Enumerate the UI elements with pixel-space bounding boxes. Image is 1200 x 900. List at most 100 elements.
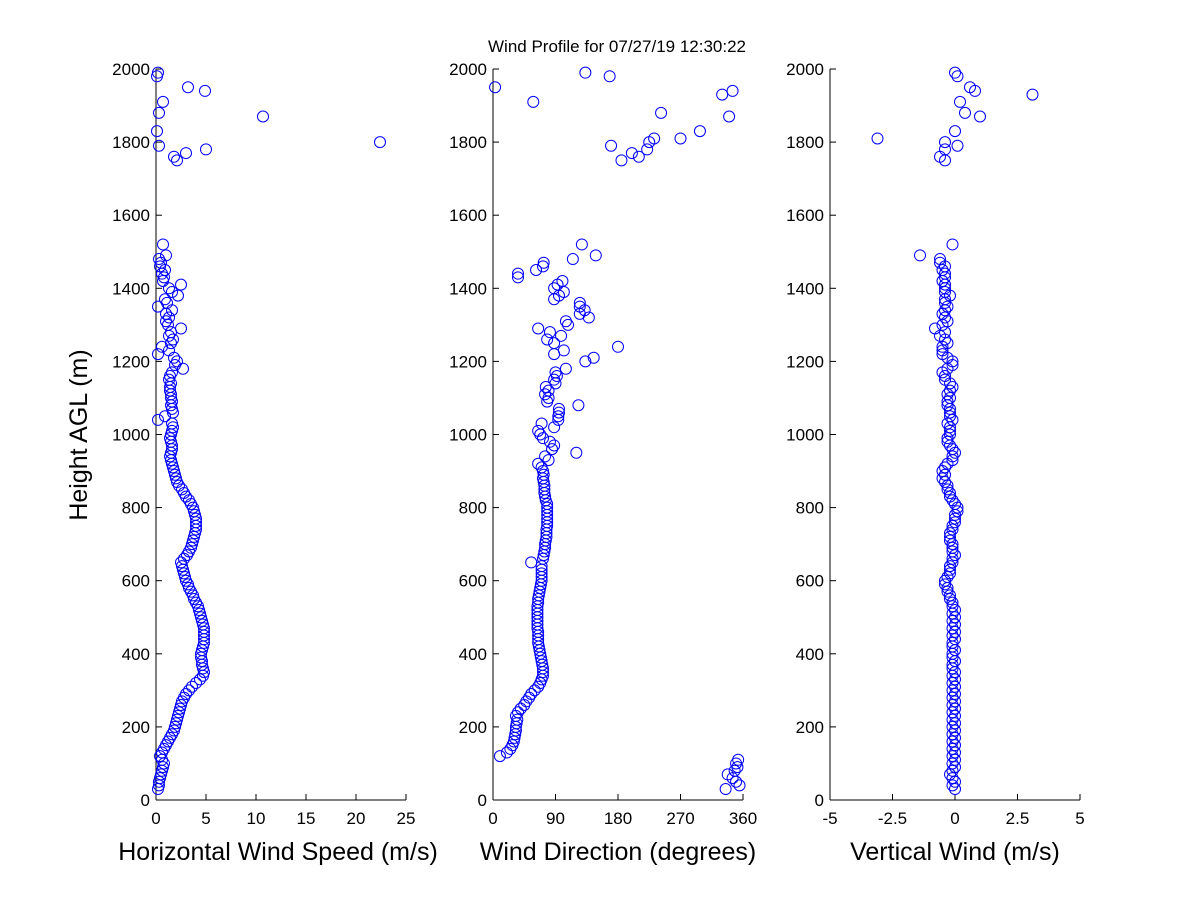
data-point xyxy=(171,154,183,167)
data-point xyxy=(946,600,959,613)
data-point xyxy=(949,603,961,616)
y-tick-label-1200: 1200 xyxy=(449,352,487,371)
data-point xyxy=(946,720,959,733)
data-point xyxy=(719,783,732,796)
x-tick-label-10: 10 xyxy=(247,809,266,828)
data-point xyxy=(539,388,552,401)
data-point xyxy=(172,289,184,302)
data-point xyxy=(949,512,961,525)
data-point xyxy=(946,380,959,393)
y-tick-label-1400: 1400 xyxy=(786,279,824,298)
data-point xyxy=(194,673,206,686)
data-point xyxy=(946,779,959,792)
data-point xyxy=(183,684,195,697)
data-point xyxy=(974,110,986,123)
data-point xyxy=(939,468,951,481)
data-point xyxy=(949,66,961,79)
data-point xyxy=(555,329,568,342)
data-point xyxy=(951,70,964,83)
x-tick-label-360: 360 xyxy=(729,809,757,828)
data-point xyxy=(603,70,616,83)
data-point xyxy=(946,519,959,532)
data-point xyxy=(946,541,959,554)
data-point xyxy=(180,688,192,701)
data-point xyxy=(535,417,548,430)
x-tick-label-2-5: 2.5 xyxy=(1006,809,1030,828)
y-tick-label-600: 600 xyxy=(796,572,824,591)
data-point xyxy=(939,154,951,167)
y-tick-label-1200: 1200 xyxy=(112,352,150,371)
x-tick-label-20: 20 xyxy=(347,809,366,828)
data-point xyxy=(871,132,884,145)
data-point xyxy=(949,549,961,562)
data-point xyxy=(549,366,562,379)
data-point xyxy=(166,285,178,298)
data-point xyxy=(160,315,172,328)
data-point xyxy=(152,66,164,79)
data-point xyxy=(587,351,600,364)
data-point xyxy=(543,326,556,339)
data-point xyxy=(934,253,946,266)
data-point xyxy=(946,450,959,463)
data-point xyxy=(944,527,956,540)
data-points xyxy=(489,66,746,796)
data-point xyxy=(951,505,964,518)
data-point xyxy=(542,454,555,467)
x-tick-label-5: 5 xyxy=(201,809,210,828)
data-point xyxy=(493,750,506,763)
y-tick-label-1000: 1000 xyxy=(786,426,824,445)
data-point xyxy=(944,534,956,547)
data-point xyxy=(939,578,951,591)
y-tick-label-200: 200 xyxy=(459,718,487,737)
data-point xyxy=(579,66,592,79)
y-tick-label-400: 400 xyxy=(796,645,824,664)
data-point xyxy=(944,428,956,441)
y-tick-label-400: 400 xyxy=(459,645,487,664)
y-tick-label-1600: 1600 xyxy=(449,206,487,225)
data-point xyxy=(530,264,543,277)
data-point xyxy=(168,150,180,163)
data-point xyxy=(969,84,981,97)
data-point xyxy=(552,410,565,423)
x-tick-label-180: 180 xyxy=(604,809,632,828)
data-point xyxy=(573,296,586,309)
y-tick-label-0: 0 xyxy=(141,791,150,810)
data-point xyxy=(941,337,954,350)
data-point xyxy=(157,238,169,251)
data-point xyxy=(946,713,959,726)
data-point xyxy=(186,680,198,693)
data-point xyxy=(946,691,959,704)
data-point xyxy=(941,432,954,445)
data-point xyxy=(946,545,959,558)
data-point xyxy=(946,636,959,649)
data-point xyxy=(177,362,189,375)
x-axis-label: Vertical Wind (m/s) xyxy=(850,838,1060,866)
data-point xyxy=(525,556,538,569)
data-point xyxy=(944,486,956,499)
data-point xyxy=(541,333,554,346)
data-point xyxy=(946,596,959,609)
data-point xyxy=(537,260,549,273)
data-point xyxy=(159,293,171,306)
x-tick-label-0: 0 xyxy=(950,809,959,828)
data-point xyxy=(153,139,165,152)
data-point xyxy=(157,95,169,108)
x-tick-label-5: 5 xyxy=(1075,809,1084,828)
data-point xyxy=(171,355,183,368)
data-point xyxy=(941,395,954,408)
x-tick-label-25: 25 xyxy=(397,809,416,828)
data-point xyxy=(939,476,951,489)
data-point xyxy=(949,761,961,774)
data-point xyxy=(527,95,540,108)
data-point xyxy=(573,300,586,313)
data-point xyxy=(570,446,583,459)
y-tick-label-800: 800 xyxy=(459,499,487,518)
data-point xyxy=(946,742,959,755)
data-point xyxy=(946,629,959,642)
data-point xyxy=(175,278,187,291)
data-point xyxy=(914,249,926,262)
y-tick-label-600: 600 xyxy=(459,572,487,591)
data-point xyxy=(525,688,538,701)
data-point xyxy=(949,709,961,722)
data-point xyxy=(190,677,202,690)
